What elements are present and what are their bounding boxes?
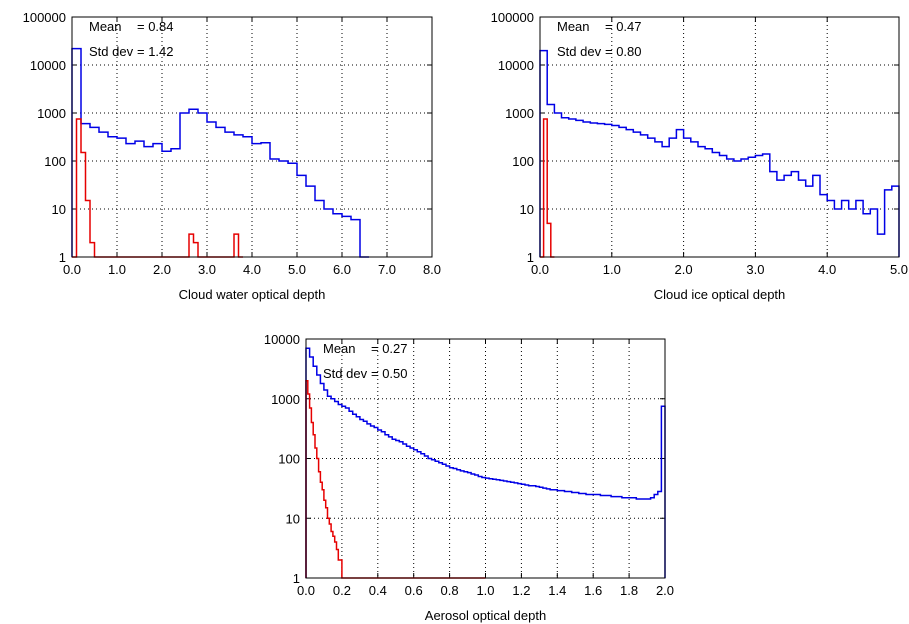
series-line-red: [305, 380, 486, 579]
x-tick-label: 4.0: [243, 262, 261, 277]
std-label: Std dev: [89, 44, 134, 59]
std-label: Std dev: [557, 44, 602, 59]
y-tick-label: 100000: [491, 10, 534, 25]
plot-frame: [71, 16, 433, 258]
chart-panel-1: 0.0 1.0 2.0 3.0 4.0 5.0 6.0 7.0 8.0 1 10 100 1000 100…: [23, 10, 441, 302]
plot-frame: [305, 338, 666, 579]
x-tick-label: 1.2: [512, 583, 530, 598]
y-tick-label: 100: [512, 154, 534, 169]
x-tick-label: 8.0: [423, 262, 441, 277]
mean-value: = 0.27: [371, 341, 408, 356]
x-tick-label: 3.0: [746, 262, 764, 277]
x-tick-label: 1.8: [620, 583, 638, 598]
mean-value: = 0.47: [605, 19, 642, 34]
std-label: Std dev: [323, 366, 368, 381]
series-line-blue: [539, 49, 900, 257]
series-line-red: [72, 118, 243, 258]
plot-frame: [539, 16, 900, 258]
x-tick-label: 0.6: [405, 583, 423, 598]
x-tick-label: 0.8: [441, 583, 459, 598]
y-tick-label: 1000: [37, 106, 66, 121]
x-tick-label: 0.4: [369, 583, 387, 598]
chart-panel-3: 0.0 0.2 0.4 0.6 0.8 1.0 1.2 1.4 1.6 1.8 2.0 1 10 100 1…: [264, 332, 674, 623]
y-tick-label: 10: [52, 202, 66, 217]
series-line-blue: [71, 47, 369, 258]
mean-value: = 0.84: [137, 19, 174, 34]
y-tick-label: 100: [44, 154, 66, 169]
x-tick-label: 1.0: [108, 262, 126, 277]
x-tick-label: 7.0: [378, 262, 396, 277]
x-axis-label: Cloud water optical depth: [179, 287, 326, 302]
y-tick-label: 10000: [264, 332, 300, 347]
x-tick-label: 1.0: [603, 262, 621, 277]
series-line-red: [540, 118, 555, 258]
x-axis-label: Aerosol optical depth: [425, 608, 546, 623]
std-value: = 1.42: [137, 44, 174, 59]
mean-label: Mean: [323, 341, 356, 356]
x-tick-label: 3.0: [198, 262, 216, 277]
y-tick-label: 1000: [271, 392, 300, 407]
y-tick-label: 1000: [505, 106, 534, 121]
x-tick-label: 0.0: [63, 262, 81, 277]
x-tick-label: 1.0: [476, 583, 494, 598]
x-tick-label: 0.2: [333, 583, 351, 598]
x-tick-label: 5.0: [890, 262, 908, 277]
x-axis-label: Cloud ice optical depth: [654, 287, 786, 302]
x-tick-label: 1.4: [548, 583, 566, 598]
y-tick-label: 10: [520, 202, 534, 217]
x-tick-label: 1.6: [584, 583, 602, 598]
x-tick-label: 5.0: [288, 262, 306, 277]
mean-label: Mean: [557, 19, 590, 34]
y-tick-label: 100: [278, 452, 300, 467]
chart-panel-2: 0.0 1.0 2.0 3.0 4.0 5.0 1 10 100 1000 10000 100000 M…: [491, 10, 908, 302]
y-tick-label: 100000: [23, 10, 66, 25]
x-tick-label: 0.0: [531, 262, 549, 277]
std-value: = 0.80: [605, 44, 642, 59]
y-tick-label: 10000: [498, 58, 534, 73]
y-tick-label: 10: [286, 511, 300, 526]
mean-label: Mean: [89, 19, 122, 34]
x-tick-label: 0.0: [297, 583, 315, 598]
x-tick-label: 4.0: [818, 262, 836, 277]
series-line-blue: [305, 347, 666, 578]
std-value: = 0.50: [371, 366, 408, 381]
y-tick-label: 10000: [30, 58, 66, 73]
y-tick-label: 1: [293, 571, 300, 586]
y-tick-label: 1: [59, 250, 66, 265]
x-tick-label: 2.0: [153, 262, 171, 277]
x-tick-label: 2.0: [656, 583, 674, 598]
y-tick-label: 1: [527, 250, 534, 265]
x-tick-label: 6.0: [333, 262, 351, 277]
x-tick-label: 2.0: [675, 262, 693, 277]
